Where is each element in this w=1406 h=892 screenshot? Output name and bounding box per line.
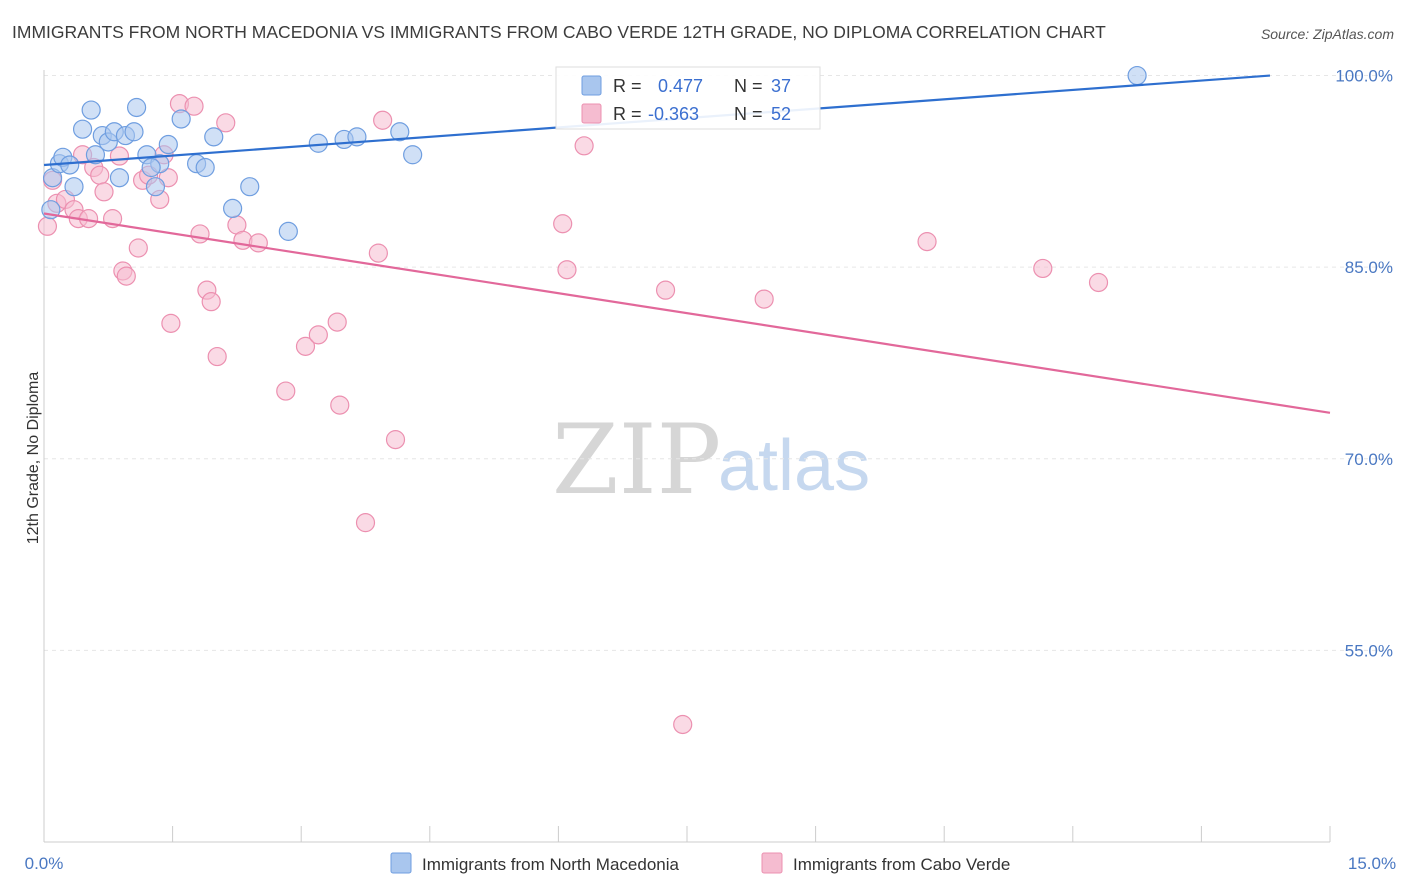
stats-r-value-pink: -0.363 — [648, 104, 699, 124]
north-macedonia-point-31 — [403, 145, 423, 165]
legend-item-cabo-verde[interactable]: Immigrants from Cabo Verde — [761, 852, 1010, 874]
cabo-verde-point-43 — [655, 280, 676, 300]
y-tick-label-2: 70.0% — [1345, 450, 1393, 469]
gridlines — [44, 75, 1392, 651]
cabo-verde-point-35 — [330, 395, 350, 415]
watermark-atlas: atlas — [718, 426, 870, 506]
cabo-verde-point-39 — [385, 430, 406, 450]
cabo-verde-point-30 — [248, 233, 268, 253]
north-macedonia-point-30 — [390, 122, 410, 142]
cabo-verde-point-0 — [37, 216, 58, 236]
north-macedonia-point-5 — [64, 177, 84, 197]
stats-box: R = 0.477 N = 37 R = -0.363 N = 52 — [555, 66, 821, 130]
north-macedonia-point-12 — [109, 168, 130, 188]
cabo-verde-point-9 — [90, 165, 110, 185]
chart-source: Source: ZipAtlas.com — [1261, 26, 1394, 42]
north-macedonia-point-14 — [124, 122, 144, 142]
north-macedonia-point-25 — [240, 177, 260, 197]
cabo-verde-point-46 — [917, 232, 937, 252]
axes — [43, 70, 1331, 843]
x-tick-labels: 0.0% 15.0% — [25, 854, 1396, 873]
north-macedonia-point-6 — [72, 119, 93, 139]
cabo-verde-point-34 — [327, 312, 347, 332]
cabo-verde-point-31 — [276, 381, 296, 401]
cabo-verde-point-33 — [308, 325, 328, 345]
north-macedonia-point-24 — [223, 198, 243, 218]
cabo-verde-point-22 — [184, 96, 204, 116]
north-macedonia-point-4 — [60, 155, 80, 175]
north-macedonia-point-7 — [81, 100, 101, 120]
cabo-verde-point-14 — [116, 266, 136, 286]
legend: Immigrants from North Macedonia Immigran… — [390, 852, 1010, 874]
north-macedonia-point-32 — [1127, 65, 1147, 86]
cabo-verde-point-23 — [190, 224, 210, 244]
cabo-verde-point-38 — [373, 110, 393, 130]
cabo-verde-point-45 — [754, 289, 774, 309]
cabo-verde-point-15 — [128, 238, 148, 258]
series-cabo-verde-points — [37, 94, 1109, 735]
north-macedonia-point-23 — [204, 127, 224, 147]
north-macedonia-point-8 — [85, 145, 106, 165]
trend-line-cabo-verde — [43, 212, 1331, 414]
cabo-verde-point-20 — [161, 313, 181, 333]
stats-r-label-pink: R = — [613, 104, 642, 124]
cabo-verde-point-42 — [574, 136, 594, 156]
north-macedonia-point-17 — [145, 177, 166, 197]
cabo-verde-point-44 — [673, 714, 693, 735]
stats-n-value-pink: 52 — [771, 104, 791, 124]
stats-swatch-pink — [581, 103, 602, 124]
stats-n-label-pink: N = — [734, 104, 763, 124]
north-macedonia-point-26 — [278, 221, 298, 241]
cabo-verde-point-10 — [94, 182, 114, 202]
y-tick-label-3: 55.0% — [1345, 641, 1393, 660]
watermark-zip: ZIP — [552, 404, 721, 516]
y-tick-label-0: 100.0% — [1335, 67, 1393, 86]
y-axis-label: 12th Grade, No Diploma — [25, 372, 42, 545]
stats-swatch-blue — [581, 75, 602, 96]
north-macedonia-point-19 — [158, 134, 178, 155]
y-tick-label-1: 85.0% — [1345, 258, 1393, 277]
cabo-verde-point-48 — [1088, 272, 1109, 293]
legend-label-north-macedonia: Immigrants from North Macedonia — [422, 855, 680, 874]
legend-item-north-macedonia[interactable]: Immigrants from North Macedonia — [390, 852, 680, 874]
cabo-verde-point-32 — [295, 336, 316, 356]
cabo-verde-point-25 — [201, 292, 221, 312]
watermark: ZIP atlas — [552, 404, 870, 516]
y-tick-labels: 100.0% 85.0% 70.0% 55.0% — [1335, 67, 1393, 661]
cabo-verde-point-41 — [557, 260, 577, 280]
x-tick-label-max: 15.0% — [1348, 854, 1396, 873]
legend-label-cabo-verde: Immigrants from Cabo Verde — [793, 855, 1010, 874]
stats-n-value-blue: 37 — [771, 76, 791, 96]
north-macedonia-point-22 — [195, 157, 215, 178]
chart-title: IMMIGRANTS FROM NORTH MACEDONIA VS IMMIG… — [12, 22, 1106, 42]
north-macedonia-point-20 — [171, 109, 191, 129]
x-tick-label-min: 0.0% — [25, 854, 64, 873]
cabo-verde-point-47 — [1033, 258, 1053, 279]
legend-swatch-pink — [761, 852, 783, 874]
north-macedonia-point-15 — [126, 97, 147, 118]
cabo-verde-point-37 — [368, 243, 388, 263]
cabo-verde-point-26 — [207, 346, 227, 367]
cabo-verde-point-40 — [553, 214, 573, 234]
cabo-verde-point-27 — [216, 113, 236, 133]
north-macedonia-point-33 — [141, 157, 161, 178]
north-macedonia-point-27 — [308, 133, 328, 153]
legend-swatch-blue — [390, 852, 412, 874]
series-north-macedonia-points — [41, 65, 1147, 241]
stats-n-label-blue: N = — [734, 76, 763, 96]
stats-r-label-blue: R = — [613, 76, 642, 96]
stats-r-value-blue: 0.477 — [658, 76, 703, 96]
cabo-verde-point-36 — [355, 513, 376, 533]
